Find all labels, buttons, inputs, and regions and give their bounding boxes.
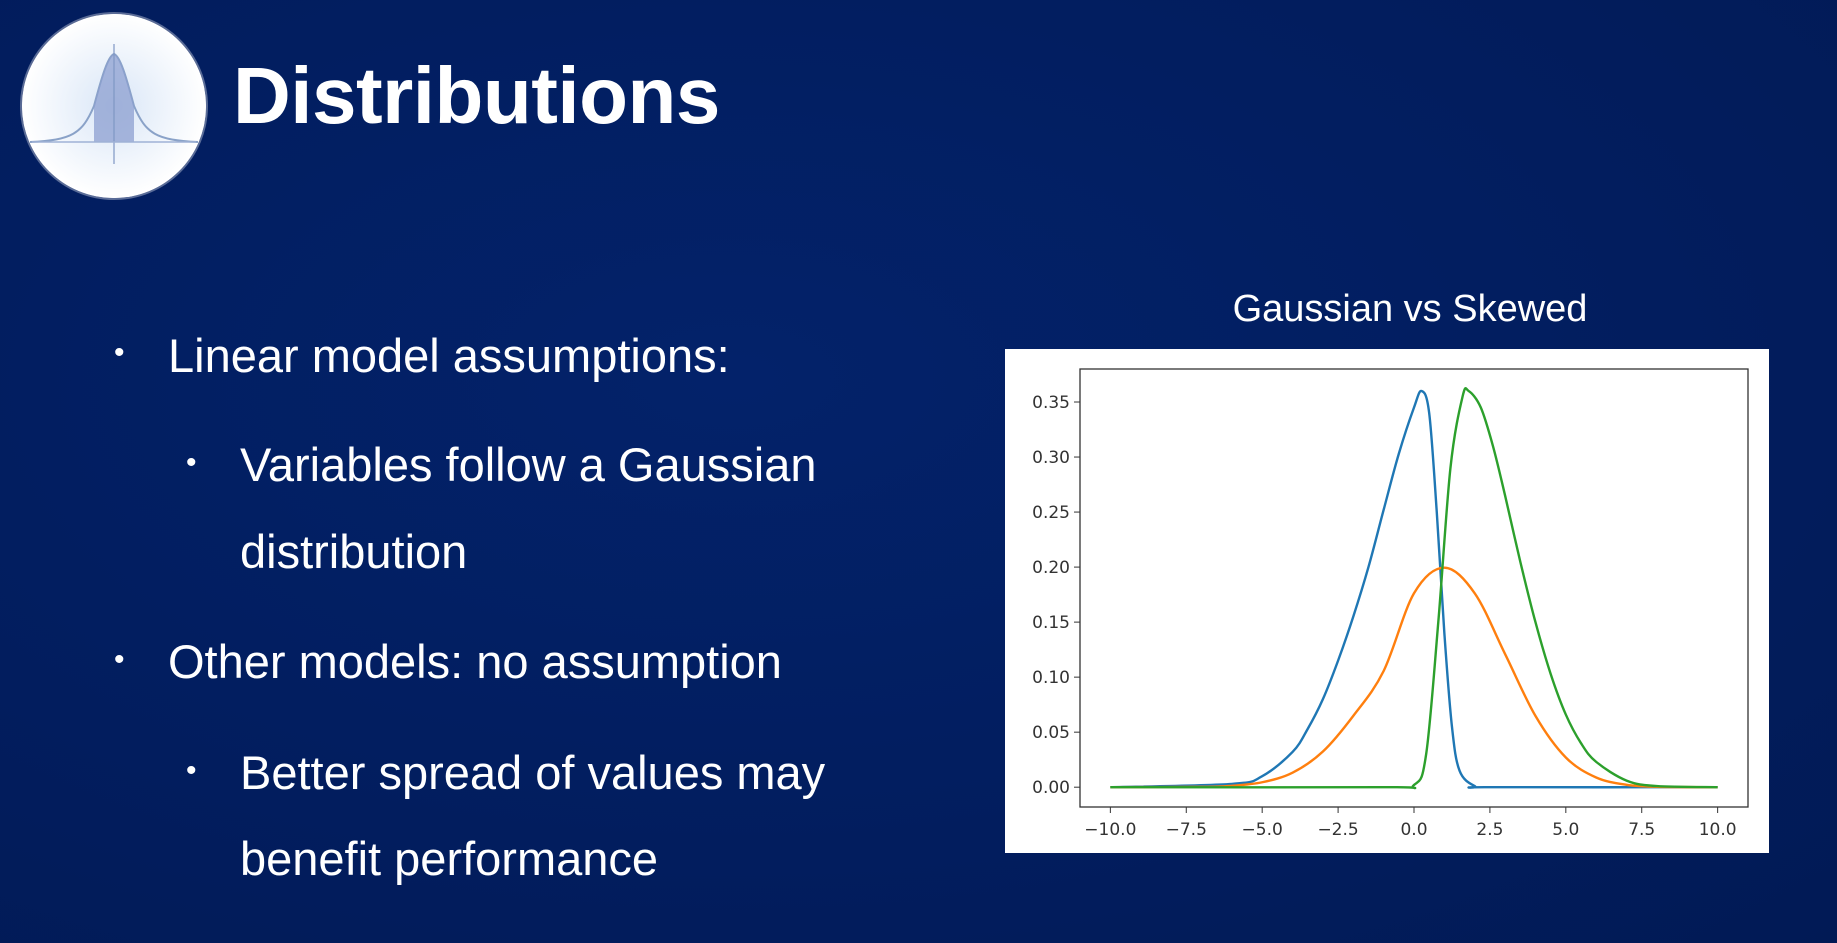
chart-title: Gaussian vs Skewed [1232,288,1588,330]
bullet-dot: • [114,643,125,676]
bell-curve-icon [22,14,206,198]
series-line-2 [1110,566,1718,789]
plot-frame [1079,368,1749,808]
y-tick-label: 0.20 [1032,558,1070,578]
y-tick-label: 0.15 [1032,613,1070,633]
bullet-item: distribution [240,525,468,578]
x-tick-label: 10.0 [1699,820,1737,840]
bullet-item: Linear model assumptions: [168,329,730,382]
x-tick-label: −5.0 [1242,820,1283,840]
bullet-item: benefit performance [240,832,659,885]
x-tick-label: 7.5 [1628,820,1655,840]
y-tick-label: 0.05 [1032,723,1070,743]
y-tick-label: 0.30 [1032,448,1070,468]
bullet-item: Variables follow a Gaussian [240,438,817,491]
x-tick-label: 0.0 [1400,820,1427,840]
series-line-3 [1110,387,1718,790]
chart-panel: −10.0 −7.5 −5.0 −2.5 0.0 2.5 5.0 7.5 10.0 0.00 0.0… [1005,349,1769,853]
x-tick-label: 2.5 [1476,820,1503,840]
y-tick-label: 0.25 [1032,503,1070,523]
y-tick-label: 0.10 [1032,668,1070,688]
x-tick-label: −2.5 [1317,820,1358,840]
bullet-dot: • [186,754,197,787]
y-tick-label: 0.35 [1032,393,1070,413]
bullet-item: Better spread of values may [240,746,826,799]
slide-title: Distributions [233,51,720,140]
bullet-item: Other models: no assumption [168,635,782,688]
y-tick-label: 0.00 [1032,778,1070,798]
logo [22,14,206,198]
bullet-dot: • [186,446,197,479]
series-line-1 [1110,389,1718,789]
x-tick-label: −7.5 [1166,820,1207,840]
x-tick-label: −10.0 [1084,820,1136,840]
bullet-dot: • [114,336,125,369]
x-tick-label: 5.0 [1552,820,1579,840]
line-chart: −10.0 −7.5 −5.0 −2.5 0.0 2.5 5.0 7.5 10.0 0.00 0.0… [1032,368,1749,840]
